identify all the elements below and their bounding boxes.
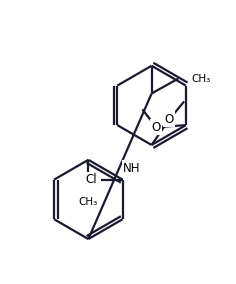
Text: CH₃: CH₃ (191, 74, 210, 83)
Text: CH₃: CH₃ (79, 197, 98, 207)
Text: O: O (152, 121, 161, 134)
Text: O: O (165, 113, 174, 126)
Text: NH: NH (123, 162, 141, 175)
Text: Cl: Cl (85, 173, 97, 186)
